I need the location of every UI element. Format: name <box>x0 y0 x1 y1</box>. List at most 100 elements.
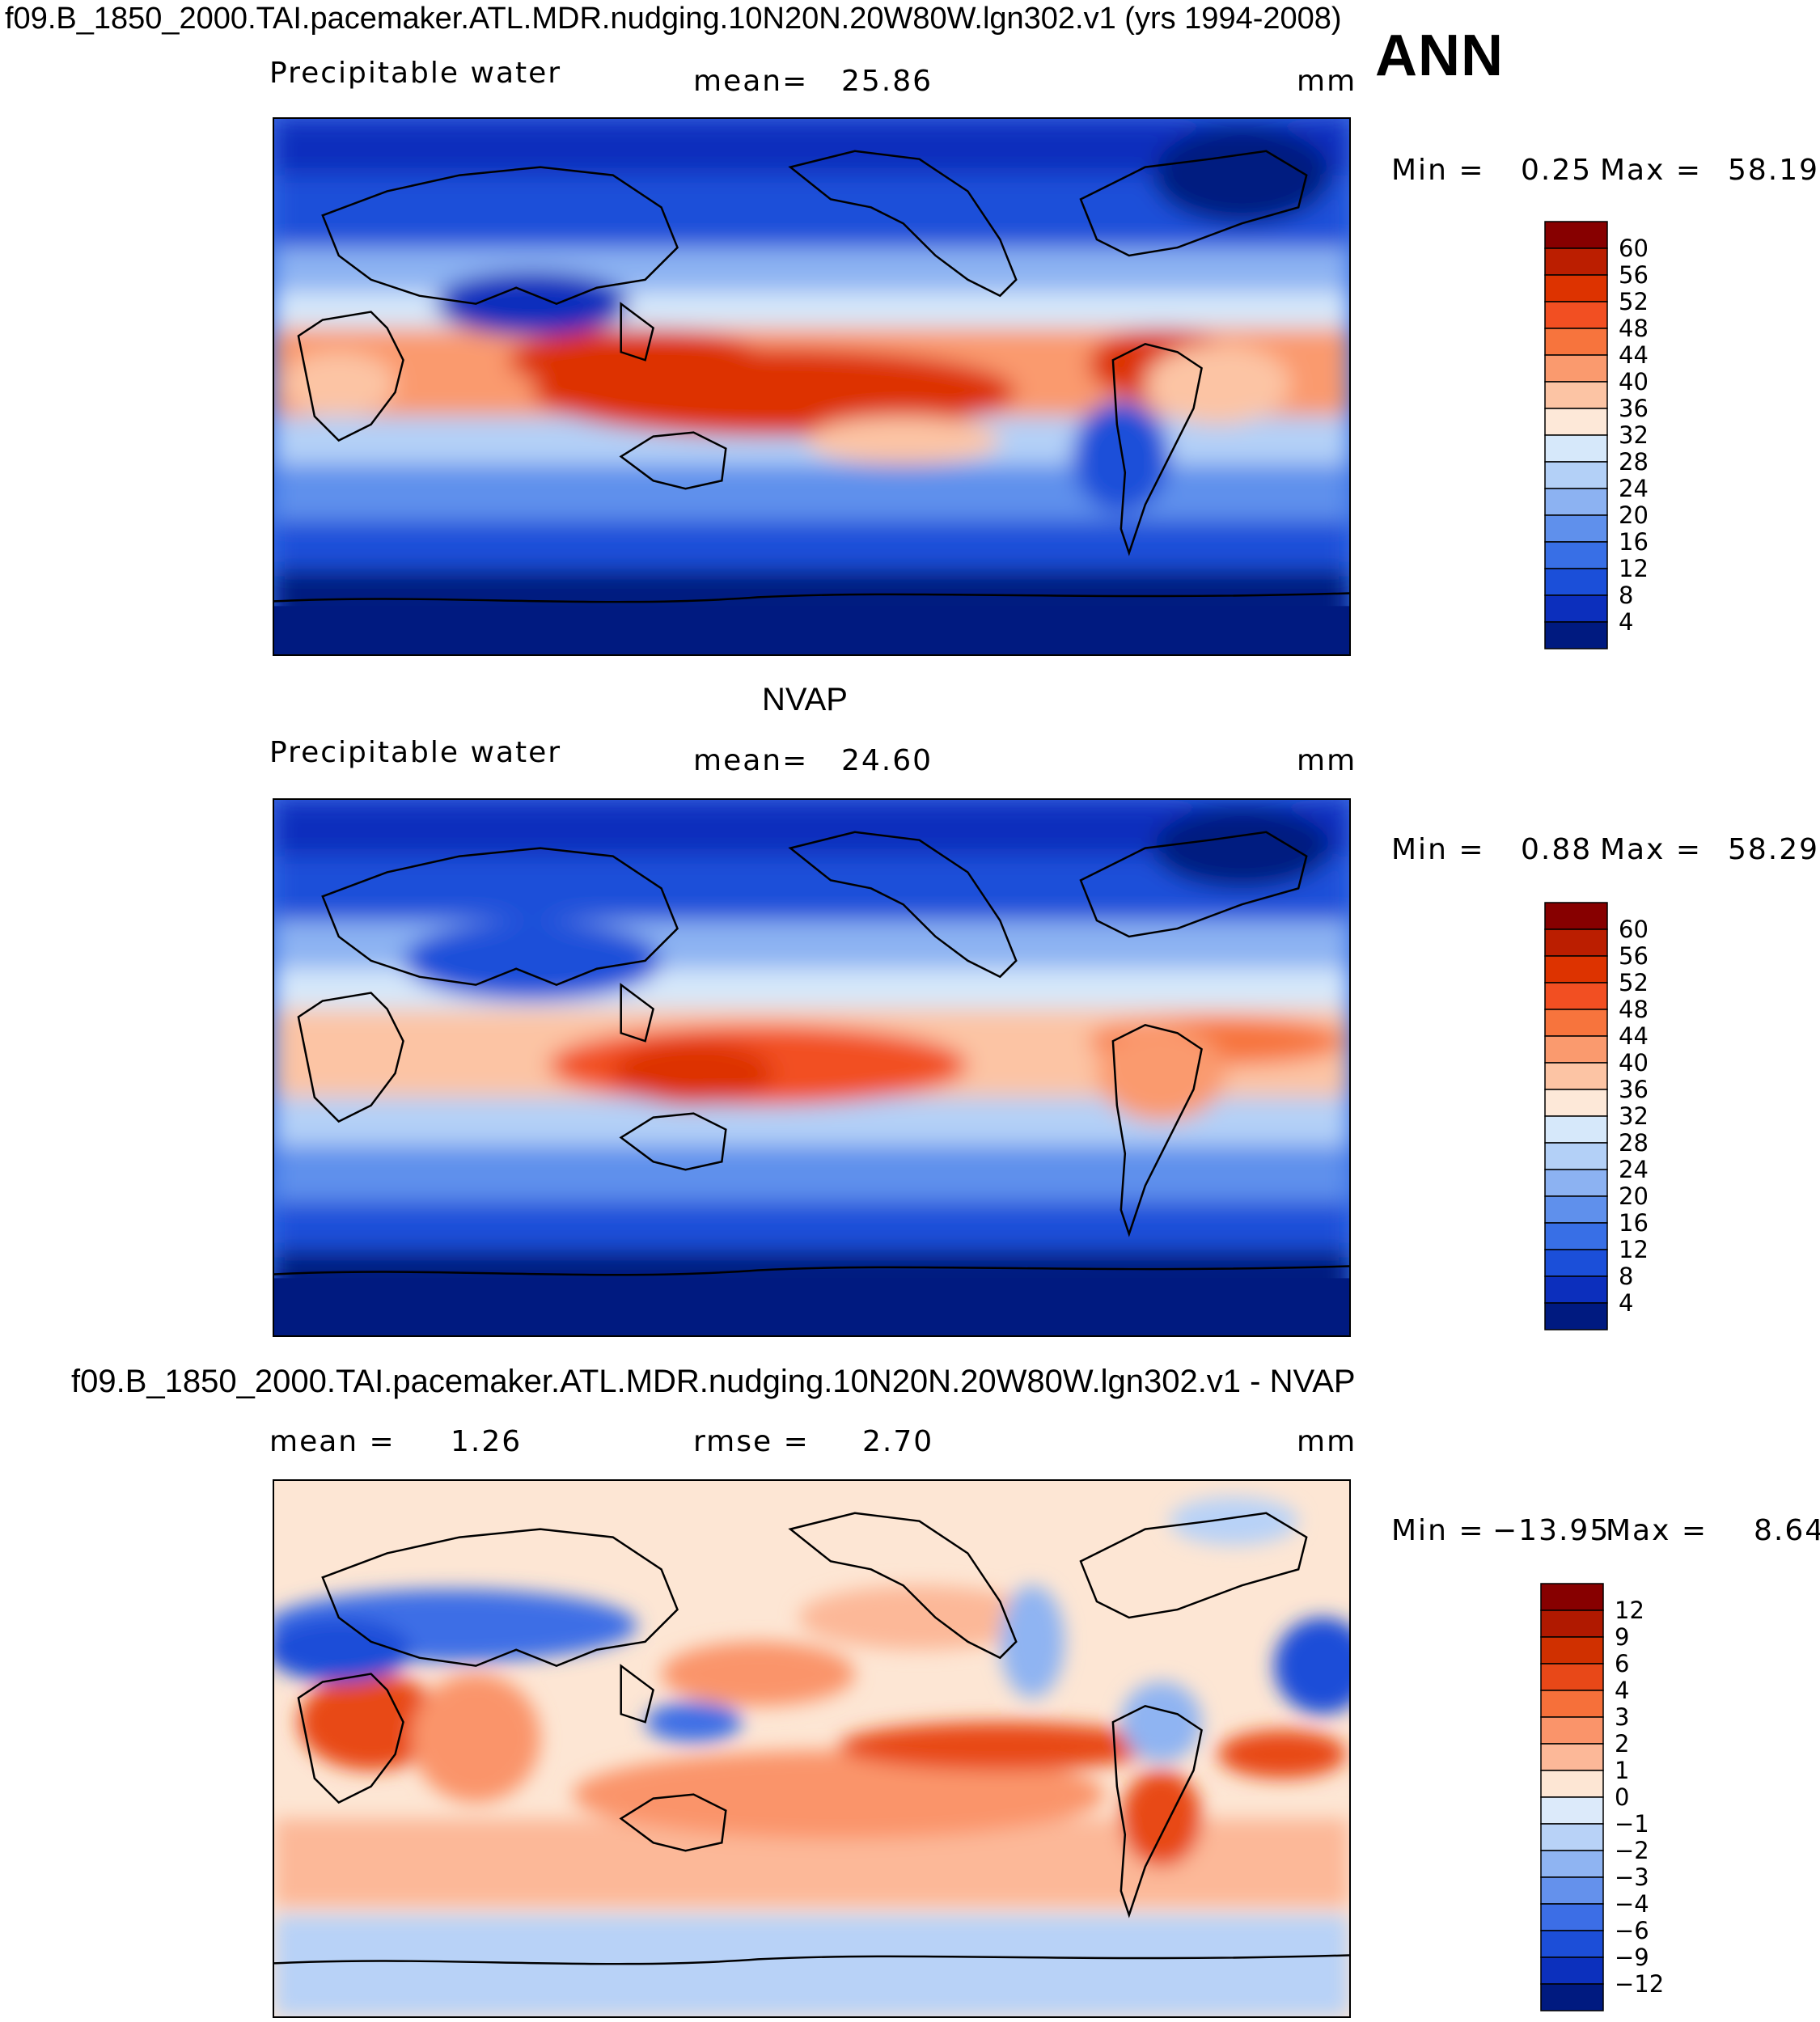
panel3-field <box>274 1481 1349 2016</box>
panel2-mean-value: 24.60 <box>841 744 933 777</box>
colorbar-tick-label: 44 <box>1619 1022 1649 1050</box>
colorbar-swatch-13 <box>1544 1249 1608 1277</box>
colorbar-tick-label: 56 <box>1619 942 1649 970</box>
colorbar-swatch-4 <box>1544 328 1608 356</box>
panel3-max-value: 8.64 <box>1754 1514 1820 1547</box>
colorbar-tick-label: −4 <box>1615 1890 1649 1918</box>
colorbar-swatch-3 <box>1540 1663 1604 1691</box>
colorbar-tick-label: 24 <box>1619 1156 1649 1183</box>
panel1-field <box>274 119 1349 654</box>
colorbar-tick-label: 3 <box>1615 1703 1629 1731</box>
panel1-mean-value: 25.86 <box>841 65 933 98</box>
colorbar-tick-label: 20 <box>1619 501 1649 529</box>
colorbar-swatch-6 <box>1544 381 1608 409</box>
colorbar-swatch-8 <box>1540 1796 1604 1825</box>
colorbar-tick-label: 4 <box>1619 1289 1633 1317</box>
colorbar-tick-label: 0 <box>1615 1783 1629 1811</box>
panel1-colorbar: 60 56 52 48 44 40 36 32 28 24 20 16 12 8 4 <box>1544 221 1707 650</box>
panel1-max-label: Max = <box>1600 154 1703 187</box>
colorbar-tick-label: 56 <box>1619 261 1649 289</box>
colorbar-tick-label: −2 <box>1615 1837 1649 1864</box>
panel1-min-label: Min = <box>1391 154 1485 187</box>
panel2-min-value: 0.88 <box>1521 833 1593 866</box>
colorbar-tick-label: −3 <box>1615 1863 1649 1891</box>
colorbar-tick-label: 36 <box>1619 395 1649 422</box>
colorbar-tick-label: 4 <box>1615 1677 1629 1704</box>
colorbar-swatch-6 <box>1544 1062 1608 1090</box>
panel2-units: mm <box>1297 744 1357 777</box>
colorbar-tick-label: 6 <box>1615 1650 1629 1677</box>
colorbar-swatch-13 <box>1540 1930 1604 1958</box>
figure-title: f09.B_1850_2000.TAI.pacemaker.ATL.MDR.nu… <box>5 2 1342 36</box>
panel2-max-label: Max = <box>1600 833 1703 866</box>
panel1-mean-label: mean= <box>693 65 809 98</box>
colorbar-tick-label: 12 <box>1615 1597 1644 1624</box>
colorbar-swatch-0 <box>1540 1583 1604 1611</box>
panel2-mean-label: mean= <box>693 744 809 777</box>
panel3-max-label: Max = <box>1606 1514 1708 1547</box>
colorbar-swatch-1 <box>1540 1610 1604 1638</box>
colorbar-tick-label: 16 <box>1619 1209 1649 1237</box>
colorbar-swatch-14 <box>1540 1956 1604 1985</box>
colorbar-swatch-12 <box>1544 1222 1608 1250</box>
colorbar-tick-label: 40 <box>1619 368 1649 396</box>
panel3-title: f09.B_1850_2000.TAI.pacemaker.ATL.MDR.nu… <box>71 1364 1356 1399</box>
colorbar-swatch-1 <box>1544 247 1608 276</box>
colorbar-tick-label: 48 <box>1619 315 1649 342</box>
colorbar-tick-label: 28 <box>1619 1129 1649 1157</box>
colorbar-swatch-15 <box>1544 621 1608 649</box>
colorbar-tick-label: 60 <box>1619 916 1649 943</box>
colorbar-swatch-11 <box>1544 1195 1608 1224</box>
colorbar-swatch-15 <box>1544 1302 1608 1330</box>
colorbar-swatch-14 <box>1544 594 1608 623</box>
colorbar-tick-label: 8 <box>1619 1263 1633 1290</box>
colorbar-swatch-7 <box>1544 1089 1608 1117</box>
panel3-units: mm <box>1297 1425 1357 1458</box>
panel3-mean-label: mean = <box>269 1425 396 1458</box>
colorbar-tick-label: 2 <box>1615 1730 1629 1758</box>
colorbar-tick-label: 60 <box>1619 235 1649 262</box>
colorbar-tick-label: −6 <box>1615 1917 1649 1944</box>
colorbar-tick-label: 9 <box>1615 1623 1629 1651</box>
panel2-max-value: 58.29 <box>1728 833 1820 866</box>
colorbar-swatch-9 <box>1544 461 1608 489</box>
colorbar-tick-label: 24 <box>1619 475 1649 502</box>
colorbar-tick-label: −9 <box>1615 1944 1649 1971</box>
panel3-rmse-label: rmse = <box>693 1425 810 1458</box>
colorbar-swatch-8 <box>1544 1115 1608 1144</box>
colorbar-swatch-2 <box>1540 1636 1604 1665</box>
colorbar-swatch-13 <box>1544 568 1608 596</box>
panel3-map <box>273 1479 1351 2018</box>
colorbar-swatch-8 <box>1544 434 1608 463</box>
colorbar-tick-label: 8 <box>1619 582 1633 609</box>
colorbar-swatch-0 <box>1544 902 1608 930</box>
colorbar-swatch-9 <box>1544 1142 1608 1170</box>
panel1-min-value: 0.25 <box>1521 154 1593 187</box>
colorbar-tick-label: 48 <box>1619 996 1649 1023</box>
colorbar-swatch-9 <box>1540 1823 1604 1851</box>
colorbar-tick-label: 32 <box>1619 1102 1649 1130</box>
panel2-colorbar: 60 56 52 48 44 40 36 32 28 24 20 16 12 8 4 <box>1544 902 1707 1331</box>
colorbar-swatch-7 <box>1540 1770 1604 1798</box>
panel1-variable: Precipitable water <box>269 57 562 90</box>
colorbar-tick-label: 52 <box>1619 969 1649 996</box>
season-label: ANN <box>1375 23 1504 88</box>
panel1-map <box>273 117 1351 656</box>
colorbar-swatch-14 <box>1544 1275 1608 1304</box>
colorbar-tick-label: 1 <box>1615 1757 1629 1784</box>
colorbar-tick-label: 20 <box>1619 1182 1649 1210</box>
colorbar-swatch-5 <box>1540 1716 1604 1745</box>
colorbar-tick-label: 44 <box>1619 341 1649 369</box>
colorbar-swatch-5 <box>1544 1035 1608 1064</box>
colorbar-swatch-6 <box>1540 1743 1604 1771</box>
colorbar-swatch-11 <box>1544 514 1608 543</box>
colorbar-tick-label: 28 <box>1619 448 1649 476</box>
colorbar-swatch-12 <box>1544 541 1608 569</box>
panel3-min-label: Min = <box>1391 1514 1485 1547</box>
panel3-min-value: −13.95 <box>1492 1514 1610 1547</box>
panel3-colorbar: 12 9 6 4 3 2 1 0 −1 −2 −3 −4 −6 −9 −12 <box>1540 1583 1703 2012</box>
panel3-mean-value: 1.26 <box>451 1425 523 1458</box>
panel2-title: NVAP <box>762 682 848 717</box>
colorbar-tick-label: −1 <box>1615 1810 1649 1838</box>
panel3-rmse-value: 2.70 <box>862 1425 934 1458</box>
